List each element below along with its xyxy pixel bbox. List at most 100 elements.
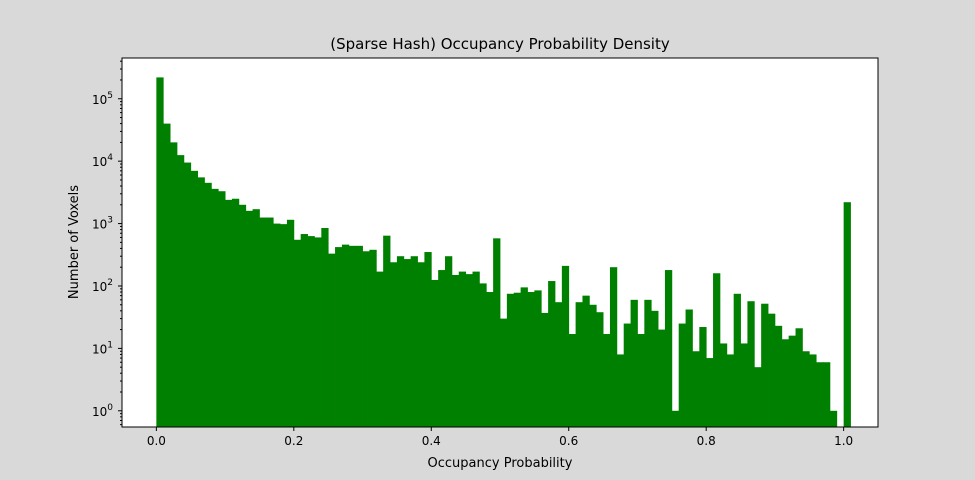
histogram-bar <box>500 318 508 427</box>
histogram-bar <box>300 234 308 427</box>
histogram-bar <box>218 191 226 427</box>
x-axis-label: Occupancy Probability <box>428 456 573 471</box>
histogram-bar <box>403 259 412 427</box>
histogram-bar <box>170 142 178 427</box>
histogram-bar <box>307 236 315 427</box>
histogram-bar <box>286 219 295 427</box>
histogram-bar <box>163 123 171 427</box>
histogram-bar <box>410 256 418 427</box>
histogram-bar <box>561 265 570 427</box>
histogram-bar <box>568 334 576 427</box>
x-tick-label: 0.0 <box>147 434 166 448</box>
histogram-bar <box>719 343 728 427</box>
histogram-bar <box>768 313 776 427</box>
histogram-bar <box>369 249 377 427</box>
histogram-bar <box>548 281 556 427</box>
histogram-bar <box>355 245 363 427</box>
histogram-bar <box>472 271 480 427</box>
histogram-bar <box>280 224 288 427</box>
histogram-bar <box>314 237 322 427</box>
histogram-bar <box>699 327 707 427</box>
histogram-bar <box>616 354 625 427</box>
histogram-bar <box>816 362 824 427</box>
histogram-bar <box>582 295 590 427</box>
histogram-bar <box>658 329 666 427</box>
histogram-bar <box>211 188 219 427</box>
chart-title: (Sparse Hash) Occupancy Probability Dens… <box>330 35 670 53</box>
histogram-bar <box>341 244 350 427</box>
histogram-bar <box>534 290 542 427</box>
histogram-bar <box>424 252 432 427</box>
histogram-bar <box>445 256 453 427</box>
histogram-bar <box>809 354 817 427</box>
histogram-bar <box>273 223 281 427</box>
histogram-bar <box>396 256 405 427</box>
histogram-bar <box>781 339 790 427</box>
histogram-bar <box>245 210 253 427</box>
histogram-bar <box>156 77 164 428</box>
histogram-bar <box>266 217 274 427</box>
histogram-bar <box>231 198 240 427</box>
histogram-bar <box>506 293 515 427</box>
histogram-bar <box>527 292 535 427</box>
histogram-bar <box>623 323 631 427</box>
histogram-bar <box>644 299 652 427</box>
histogram-bar <box>596 312 604 427</box>
histogram-bar <box>383 235 391 427</box>
x-tick-label: 1.0 <box>834 434 853 448</box>
histogram-bar <box>788 335 796 427</box>
histogram-bar <box>183 162 192 427</box>
histogram-bar <box>603 334 611 427</box>
histogram-bar <box>692 351 700 427</box>
histogram-bar <box>740 343 748 427</box>
y-tick-label: 105 <box>92 91 113 107</box>
histogram-bar <box>651 310 659 427</box>
histogram-bar <box>733 293 741 427</box>
histogram-bar <box>293 239 302 427</box>
histogram-bar <box>802 351 810 427</box>
histogram-bar <box>774 325 783 427</box>
histogram-bar <box>348 245 357 427</box>
histogram-bar <box>829 410 838 427</box>
histogram-bar <box>259 217 267 427</box>
histogram-bar <box>238 204 247 427</box>
histogram-bar <box>589 304 597 427</box>
x-axis-ticks: 0.0 0.2 0.4 0.6 0.8 1.0 <box>147 427 853 448</box>
histogram-bar <box>486 292 494 427</box>
histogram-bar <box>843 202 851 427</box>
histogram-bar <box>609 267 618 427</box>
histogram-bar <box>190 170 198 427</box>
histogram-bar <box>225 199 233 427</box>
histogram-bar <box>541 312 549 427</box>
histogram-bar <box>513 292 522 427</box>
histogram-bar <box>754 367 762 427</box>
x-tick-label: 0.8 <box>697 434 716 448</box>
histogram-bar <box>321 227 329 427</box>
histogram-bar <box>493 238 501 427</box>
x-tick-label: 0.2 <box>284 434 303 448</box>
histogram-bar <box>328 253 336 427</box>
histogram-bar <box>554 302 563 427</box>
histogram-bars <box>156 77 851 428</box>
histogram-bar <box>252 209 260 427</box>
histogram-bar <box>520 287 528 427</box>
y-tick-label: 104 <box>92 153 113 169</box>
histogram-bar <box>678 323 686 427</box>
histogram-bar <box>630 299 638 427</box>
x-tick-label: 0.6 <box>559 434 578 448</box>
histogram-bar <box>823 362 831 427</box>
histogram-bar <box>458 271 467 427</box>
x-tick-label: 0.4 <box>422 434 441 448</box>
histogram-bar <box>747 301 755 427</box>
histogram-bar <box>465 274 473 427</box>
histogram-bar <box>685 309 693 427</box>
histogram-bar <box>197 177 205 427</box>
histogram-bar <box>376 271 384 427</box>
y-tick-label: 103 <box>92 216 113 232</box>
y-axis-label: Number of Voxels <box>67 185 82 299</box>
histogram-bar <box>637 334 645 427</box>
histogram-bar <box>390 262 398 427</box>
y-tick-label: 101 <box>92 340 113 356</box>
histogram-bar <box>761 303 769 427</box>
